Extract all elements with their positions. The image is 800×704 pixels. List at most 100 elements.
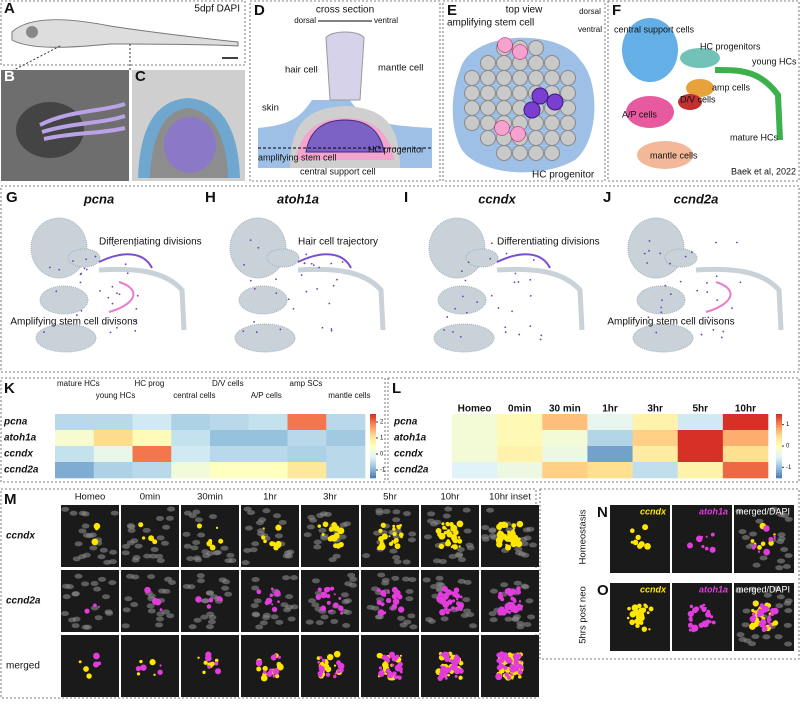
umap-cluster [428,217,486,279]
nucleus [166,613,175,619]
nucleus [423,534,432,540]
signal [93,603,97,608]
signal [511,608,516,612]
row-label: ccndx [394,449,423,460]
cell [544,115,560,131]
signal [271,603,274,606]
signal [157,669,163,675]
cell [464,115,480,131]
colorbar [370,430,376,432]
colorbar [776,438,782,440]
nucleus [289,575,298,581]
signal [397,606,405,613]
signal [453,587,460,593]
signal [385,668,391,673]
expr-dot [661,299,663,302]
heatmap-cell [55,462,95,479]
signal [84,608,90,614]
signal [265,597,273,605]
signal [453,667,461,675]
image-tile [672,583,732,651]
signal [447,673,451,677]
signal [709,615,714,619]
colorbar [370,433,376,436]
signal [701,606,707,612]
expr-dot [330,262,333,265]
signal [761,606,766,611]
colorbar [776,426,782,429]
signal [321,658,326,663]
nucleus [514,546,523,552]
signal [451,660,455,664]
signal [392,598,400,606]
expr-dot [706,291,709,294]
gene-name: pcna [83,191,114,206]
nucleus [402,559,411,565]
colorbar [776,418,782,421]
signal [643,603,647,607]
panel-label: D [254,2,265,19]
nucleus [397,615,406,621]
colorbar [370,442,376,445]
signal [447,608,452,612]
heatmap-cell [632,430,679,447]
nucleus [210,594,219,600]
colorbar [370,423,376,426]
heatmap-cell [677,462,724,479]
signal [98,605,101,608]
heatmap-cell [452,414,498,431]
nucleus [362,553,371,559]
nucleus [262,508,271,514]
signal [331,521,337,528]
signal [444,527,448,530]
signal [453,594,457,597]
signal [388,535,391,538]
heatmap-cell [171,414,211,431]
signal [704,546,709,551]
cell [512,145,528,161]
signal [316,656,321,661]
expr-dot [255,331,258,334]
signal [140,664,147,671]
expr-dot [706,282,708,284]
heatmap-cell [587,462,633,479]
callout: central support cell [300,166,376,176]
nucleus [748,641,757,647]
expr-dot [690,251,693,254]
nucleus [392,554,401,560]
signal [508,601,515,608]
signal [206,604,212,609]
signal [516,540,521,544]
expr-dot [464,279,467,282]
nucleus [408,531,417,537]
signal [519,607,522,610]
nucleus [519,536,528,542]
umap-cluster [238,285,288,315]
colorbar [370,426,376,429]
colorbar [370,455,376,458]
nucleus [202,553,211,559]
expr-dot [684,255,687,258]
nucleus [161,609,170,615]
cell [496,100,512,116]
colorbar-tick-label: 1 [786,422,790,428]
signal [773,536,776,539]
expr-dot [529,325,532,328]
nucleus [200,614,209,620]
expr-dot [648,240,651,242]
nucleus [90,581,99,587]
signal [268,668,273,673]
signal [153,673,156,676]
callout: HC progenitor [368,144,424,154]
row-label: ccnd2a [6,596,41,607]
signal [327,653,334,661]
nucleus [72,616,81,622]
hc-progenitor [531,87,549,105]
nucleus [442,513,451,519]
frame [442,0,606,182]
signal [638,541,645,548]
expr-dot [305,253,308,256]
nucleus [61,611,70,617]
nucleus [736,632,745,638]
expr-dot [731,307,733,309]
